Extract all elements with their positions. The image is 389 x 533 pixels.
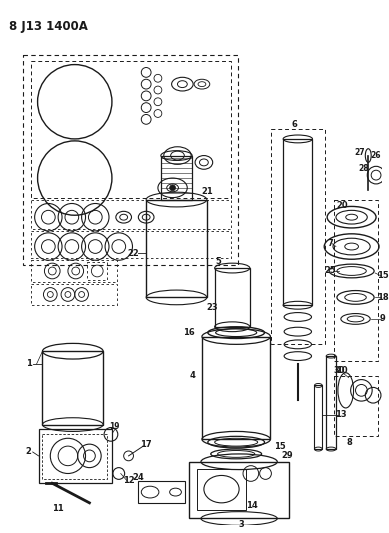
Bar xyxy=(31,260,117,282)
Bar xyxy=(161,156,192,199)
Text: 3: 3 xyxy=(238,520,244,529)
Text: 13: 13 xyxy=(335,410,347,419)
Bar xyxy=(23,55,238,265)
Text: 4: 4 xyxy=(189,371,195,380)
Bar xyxy=(31,231,231,259)
Bar xyxy=(39,430,112,483)
Text: 19: 19 xyxy=(110,422,120,431)
Bar xyxy=(138,481,185,503)
Bar xyxy=(42,434,107,479)
Text: 7: 7 xyxy=(327,239,333,248)
Text: 12: 12 xyxy=(123,476,135,485)
Text: 8 J13 1400A: 8 J13 1400A xyxy=(9,20,88,33)
Bar xyxy=(31,61,231,198)
Bar xyxy=(314,385,322,449)
Bar xyxy=(146,199,207,297)
Text: 27: 27 xyxy=(354,148,365,157)
Text: 21: 21 xyxy=(201,187,213,196)
Bar xyxy=(202,336,270,439)
Bar xyxy=(215,268,250,327)
Text: 24: 24 xyxy=(133,473,144,482)
Text: 9: 9 xyxy=(380,314,386,324)
Text: 30: 30 xyxy=(333,366,345,375)
Bar xyxy=(334,376,378,437)
Text: 26: 26 xyxy=(371,151,381,160)
Bar xyxy=(42,351,103,425)
Bar xyxy=(31,199,231,229)
Bar xyxy=(272,129,325,344)
Text: 10: 10 xyxy=(336,366,348,375)
Text: 6: 6 xyxy=(292,120,298,129)
Bar xyxy=(197,469,246,510)
Circle shape xyxy=(170,185,175,191)
Text: 15: 15 xyxy=(377,271,389,280)
Bar xyxy=(88,262,107,280)
Text: 29: 29 xyxy=(281,451,293,461)
Text: 28: 28 xyxy=(358,164,369,173)
Text: 5: 5 xyxy=(216,257,221,266)
Bar xyxy=(189,462,289,519)
Bar xyxy=(326,356,336,449)
Text: 20: 20 xyxy=(336,201,348,210)
Text: 22: 22 xyxy=(128,249,139,258)
Text: 15: 15 xyxy=(274,442,286,450)
Text: 18: 18 xyxy=(377,293,389,302)
Text: 16: 16 xyxy=(183,328,195,337)
Bar xyxy=(31,284,117,305)
Text: 23: 23 xyxy=(206,303,217,312)
Text: 25: 25 xyxy=(324,266,336,276)
Text: 17: 17 xyxy=(140,440,152,449)
Text: 2: 2 xyxy=(26,448,32,456)
Text: 14: 14 xyxy=(246,501,258,510)
Bar xyxy=(334,199,378,361)
Bar xyxy=(283,139,312,305)
Text: 11: 11 xyxy=(52,504,64,513)
Text: 1: 1 xyxy=(26,359,32,368)
Text: 8: 8 xyxy=(347,438,352,447)
